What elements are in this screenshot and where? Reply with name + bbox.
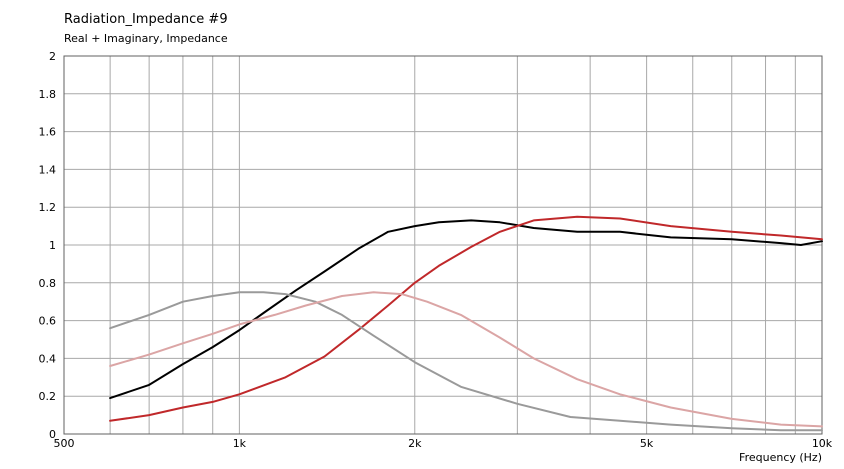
- y-tick-label: 0.6: [39, 315, 57, 328]
- series-line-2: [109, 215, 823, 422]
- y-tick-label: 1.2: [39, 201, 57, 214]
- y-tick-label: 0.2: [39, 390, 57, 403]
- chart-title: Radiation_Impedance #9: [64, 12, 228, 27]
- x-axis-label: Frequency (Hz): [739, 451, 822, 464]
- y-tick-label: 1: [49, 239, 56, 252]
- series-line-3: [109, 291, 823, 432]
- y-tick-label: 1.8: [39, 88, 57, 101]
- y-tick-label: 2: [49, 50, 56, 63]
- series-line-1: [109, 219, 823, 400]
- y-tick-label: 0: [49, 428, 56, 441]
- y-tick-label: 0.4: [39, 352, 57, 365]
- x-tick-label: 2k: [408, 437, 422, 450]
- y-tick-label: 1.4: [39, 163, 57, 176]
- y-tick-label: 1.6: [39, 126, 57, 139]
- plot-area-border: [63, 55, 823, 435]
- y-tick-label: 0.8: [39, 277, 57, 290]
- x-tick-label: 5k: [640, 437, 654, 450]
- x-tick-label: 1k: [233, 437, 247, 450]
- x-tick-label: 500: [54, 437, 75, 450]
- series-line-4: [109, 291, 823, 428]
- x-tick-label: 10k: [812, 437, 833, 450]
- chart-subtitle: Real + Imaginary, Impedance: [64, 32, 228, 45]
